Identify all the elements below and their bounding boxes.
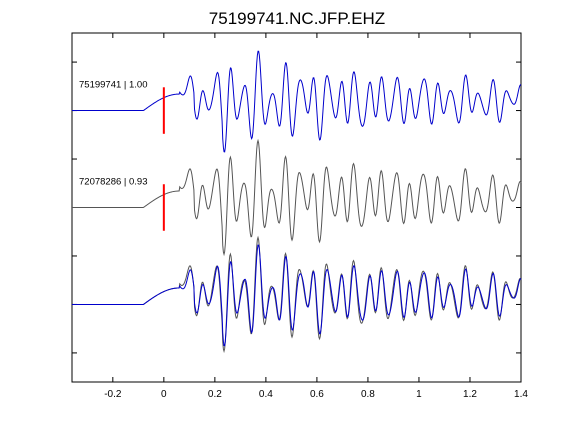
trace-group — [72, 50, 522, 354]
trace-label: 72078286 | 0.93 — [79, 177, 148, 188]
axis-ticks: -0.2 0 0.2 0.4 0.6 0.8 1 1.2 1.4 — [72, 33, 528, 400]
trace-labels: 75199741 | 1.00 72078286 | 0.93 — [79, 80, 148, 188]
trace-line-75199741 — [72, 50, 522, 153]
x-tick-label: 1.2 — [463, 389, 477, 400]
x-tick-label: 0.4 — [259, 389, 273, 400]
x-tick-label: 1.4 — [514, 389, 528, 400]
x-tick-label: -0.2 — [104, 389, 122, 400]
x-tick-label: 1 — [416, 389, 422, 400]
overlay-trace-line — [72, 244, 522, 347]
x-tick-label: 0.6 — [310, 389, 324, 400]
trace-line-72078286 — [72, 138, 522, 257]
x-tick-label: 0.2 — [208, 389, 222, 400]
chart-title: 75199741.NC.JFP.EHZ — [209, 9, 385, 28]
x-tick-label: 0 — [161, 389, 167, 400]
trace-label: 75199741 | 1.00 — [79, 80, 148, 91]
x-tick-label: 0.8 — [361, 389, 375, 400]
